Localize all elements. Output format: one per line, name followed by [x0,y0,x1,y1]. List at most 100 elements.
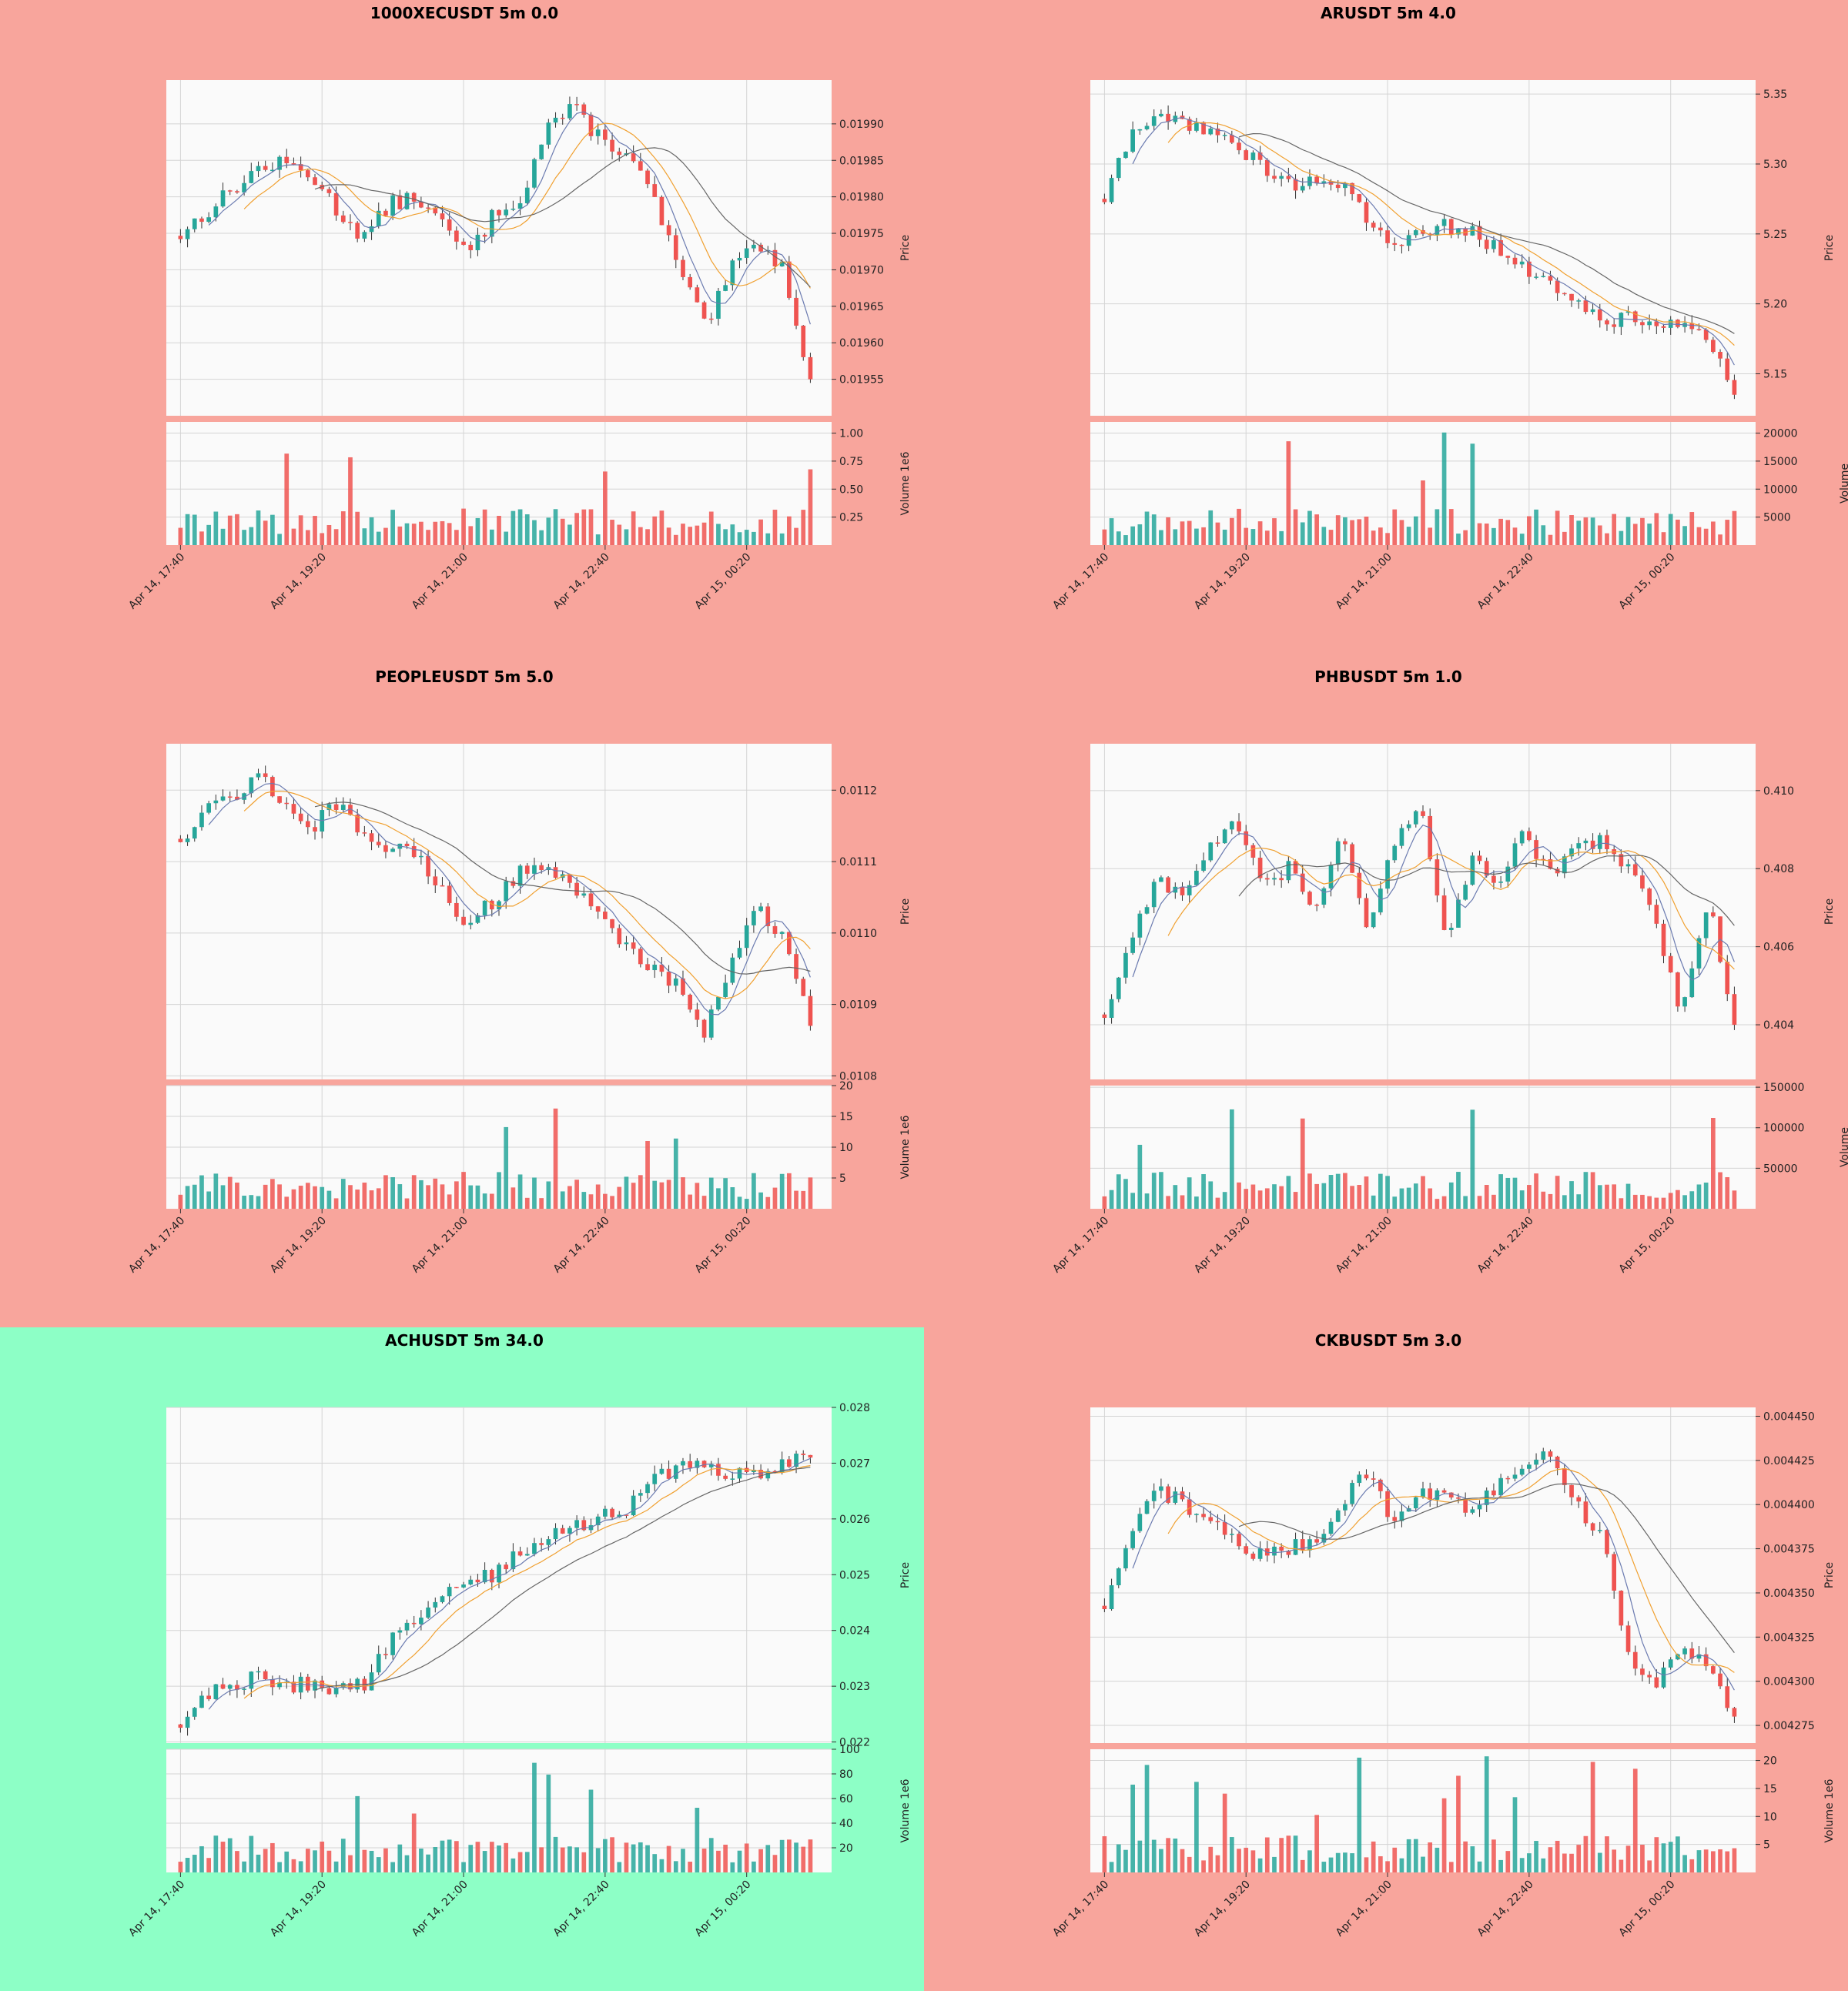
volume-bar [1116,1844,1121,1872]
candle-body [1194,122,1199,131]
candle-body [801,979,806,996]
candle-body [1116,1568,1121,1586]
price-tick-label: 5.25 [1763,229,1787,241]
candle-body [652,1474,658,1484]
candle-body [1512,257,1518,265]
candle-body [1590,1523,1595,1531]
volume-bar [1548,1193,1553,1209]
candle-body [1314,904,1319,906]
candle-body [178,1724,183,1728]
candle-body [517,1551,523,1556]
candle-body [1130,937,1135,953]
volume-bar [1166,1196,1170,1209]
volume-bar [235,1851,239,1872]
volume-bar [489,1193,494,1209]
candle-body [610,1508,614,1518]
candle-body [1527,1464,1532,1469]
candle-body [362,232,367,239]
volume-bar [1250,1850,1256,1872]
volume-bar [1484,523,1489,545]
volume-bar [1435,1847,1440,1872]
volume-bar [1406,1187,1411,1209]
volume-bar [1703,528,1709,545]
candle-body [688,276,693,288]
volume-bar [1590,517,1595,545]
volume-bar [1208,510,1214,545]
volume-bar [1640,1845,1645,1872]
volume-bar [1378,1856,1383,1872]
volume-bar [1102,1835,1107,1872]
volume-bar [227,1838,233,1872]
volume-bar [546,1774,551,1872]
volume-bar [681,1177,685,1209]
price-tick-label: 0.406 [1763,942,1794,954]
candle-body [433,207,438,214]
volume-bar [1689,512,1695,545]
volume-bar [227,515,233,545]
volume-bar [1676,519,1680,545]
volume-bar [603,1839,608,1872]
candle-body [595,906,601,912]
volume-bar [1527,1853,1532,1872]
volume-bar [220,1842,226,1872]
candle-body [1640,875,1645,889]
candle-body [220,796,226,801]
volume-bar [1477,1196,1482,1209]
volume-bar [242,1195,246,1209]
candle-body [1576,843,1582,848]
volume-bar [235,1182,239,1209]
volume-bar [411,1175,417,1209]
volume-bar [1343,517,1348,545]
candle-body [1456,1497,1461,1499]
volume-bar [1392,509,1398,545]
volume-bar [546,1181,551,1209]
volume-bar [404,523,410,545]
volume-bar [1435,1199,1440,1209]
volume-bar [1448,1862,1454,1872]
x-tick-label: Apr 14, 21:00 [410,551,470,612]
volume-bar [517,1174,523,1209]
volume-bar [1632,1194,1638,1209]
candle-body [326,189,332,193]
candle-body [744,1467,749,1472]
volume-bar [1237,508,1241,545]
candle-body [1632,864,1638,876]
x-tick-label: Apr 14, 19:20 [1192,1879,1253,1939]
volume-bar [695,1808,700,1872]
candle-body [1244,831,1249,845]
candle-body [1229,821,1234,830]
price-axis-label: Price [1823,235,1836,261]
volume-axis-label: Volume 1e6 [899,451,912,515]
candle-body [1399,1511,1404,1521]
volume-bar [1257,1858,1263,1872]
candle-body [447,885,452,903]
price-plot-area [166,80,832,416]
volume-bar [1682,1855,1687,1872]
volume-bar [1385,1861,1390,1872]
candle-body [1597,309,1602,321]
volume-bar [256,1854,261,1872]
volume-bar [1421,480,1425,545]
candle-body [794,1454,798,1467]
candle-body [1413,1497,1418,1509]
volume-bar [1314,514,1319,545]
candle-body [305,821,310,828]
chart-panel: PHBUSDT 5m 1.0 0.404 0.406 0.408 0.410 Price 5… [924,664,1848,1327]
volume-bar [213,511,219,545]
volume-bar [539,530,544,545]
volume-bar [1293,1192,1298,1209]
candle-body [539,865,544,871]
volume-bar [355,1795,360,1872]
candle-body [546,122,551,145]
candle-body [716,1464,721,1476]
price-tick-label: 0.004300 [1763,1676,1815,1688]
candle-body [1527,831,1532,841]
candle-body [532,1543,537,1554]
candle-body [482,234,487,237]
moving-average-line [1132,1459,1735,1691]
candle-body [1484,861,1489,876]
volume-bar [1491,1194,1496,1209]
volume-bar [1413,1183,1418,1209]
volume-bar [1583,1835,1589,1872]
candle-body [1498,1477,1503,1496]
